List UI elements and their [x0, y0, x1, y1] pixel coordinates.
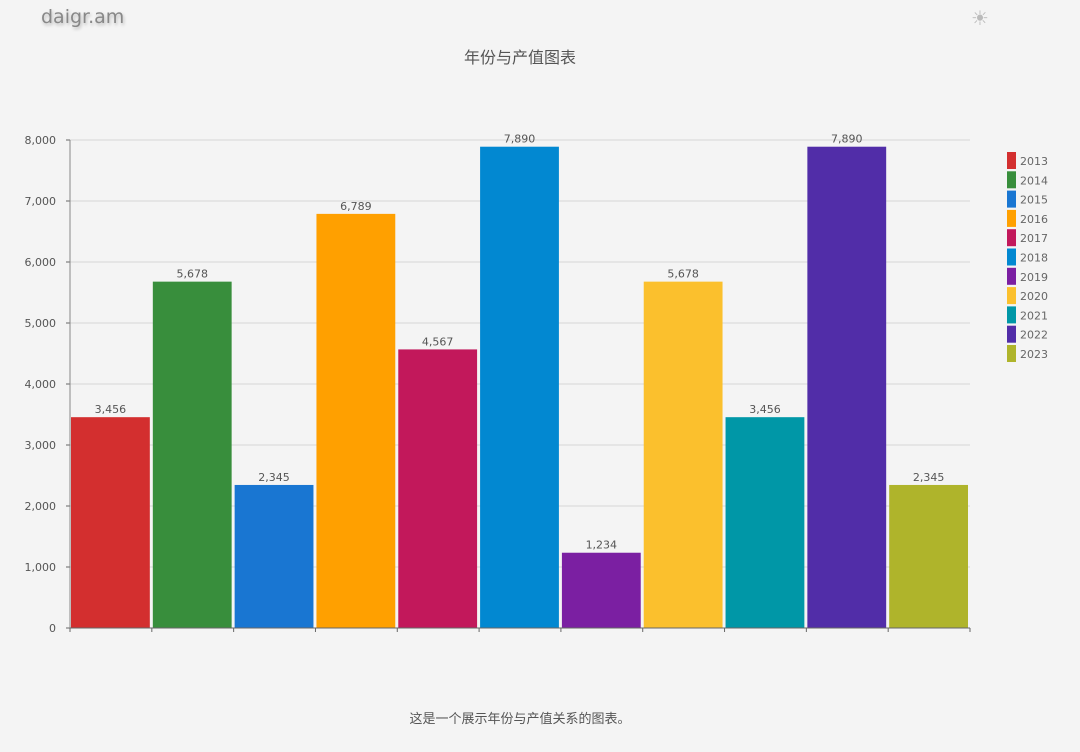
bar-2021 [725, 417, 805, 628]
data-label: 3,456 [95, 403, 127, 416]
y-tick-label: 1,000 [25, 561, 57, 574]
chart-caption: 这是一个展示年份与产值关系的图表。 [409, 712, 631, 727]
legend-swatch-2018 [1007, 248, 1016, 266]
y-tick-label: 3,000 [25, 439, 57, 452]
bar-2017 [398, 349, 478, 628]
data-label: 7,890 [504, 133, 536, 146]
legend-label: 2015 [1020, 194, 1048, 207]
data-label: 5,678 [176, 268, 208, 281]
data-label: 1,234 [586, 539, 618, 552]
data-label: 2,345 [913, 471, 945, 484]
bar-2019 [561, 552, 641, 628]
legend-label: 2022 [1020, 329, 1048, 342]
bar-2014 [152, 281, 232, 628]
logo[interactable]: daigr.am [41, 6, 125, 28]
data-label: 3,456 [749, 403, 781, 416]
y-tick-label: 6,000 [25, 256, 57, 269]
legend-swatch-2015 [1007, 190, 1016, 208]
legend-label: 2020 [1020, 290, 1048, 303]
y-tick-label: 5,000 [25, 317, 57, 330]
legend-swatch-2016 [1007, 209, 1016, 227]
legend-swatch-2022 [1007, 325, 1016, 343]
bar-2013 [71, 417, 150, 628]
legend-label: 2017 [1020, 232, 1048, 245]
legend-swatch-2017 [1007, 229, 1016, 247]
bar-2016 [316, 213, 396, 628]
bar-2022 [807, 146, 887, 628]
legend-swatch-2020 [1007, 287, 1016, 305]
y-tick-label: 8,000 [25, 134, 57, 147]
legend-label: 2018 [1020, 252, 1048, 265]
data-label: 4,567 [422, 335, 454, 348]
legend-swatch-2014 [1007, 171, 1016, 189]
bar-2018 [480, 146, 559, 628]
legend-label: 2021 [1020, 309, 1048, 322]
legend-label: 2013 [1020, 155, 1048, 168]
legend-swatch-2019 [1007, 267, 1016, 285]
chart-title: 年份与产值图表 [463, 48, 576, 67]
legend-swatch-2021 [1007, 306, 1016, 324]
y-tick-label: 2,000 [25, 500, 57, 513]
legend-swatch-2013 [1007, 152, 1016, 169]
legend-label: 2019 [1020, 271, 1048, 284]
legend-label: 2014 [1020, 174, 1048, 187]
data-label: 6,789 [340, 200, 372, 213]
legend-label: 2016 [1020, 213, 1048, 226]
sun-icon[interactable]: ☀ [971, 6, 989, 30]
y-tick-label: 0 [49, 622, 56, 635]
data-label: 5,678 [667, 268, 699, 281]
bar-2020 [643, 281, 723, 628]
legend-swatch-2023 [1007, 345, 1016, 362]
data-label: 2,345 [258, 471, 290, 484]
legend-label: 2023 [1020, 348, 1048, 361]
bar-2015 [234, 484, 314, 628]
bar-2023 [889, 484, 968, 628]
data-label: 7,890 [831, 133, 863, 146]
y-tick-label: 7,000 [25, 195, 57, 208]
y-tick-label: 4,000 [25, 378, 57, 391]
